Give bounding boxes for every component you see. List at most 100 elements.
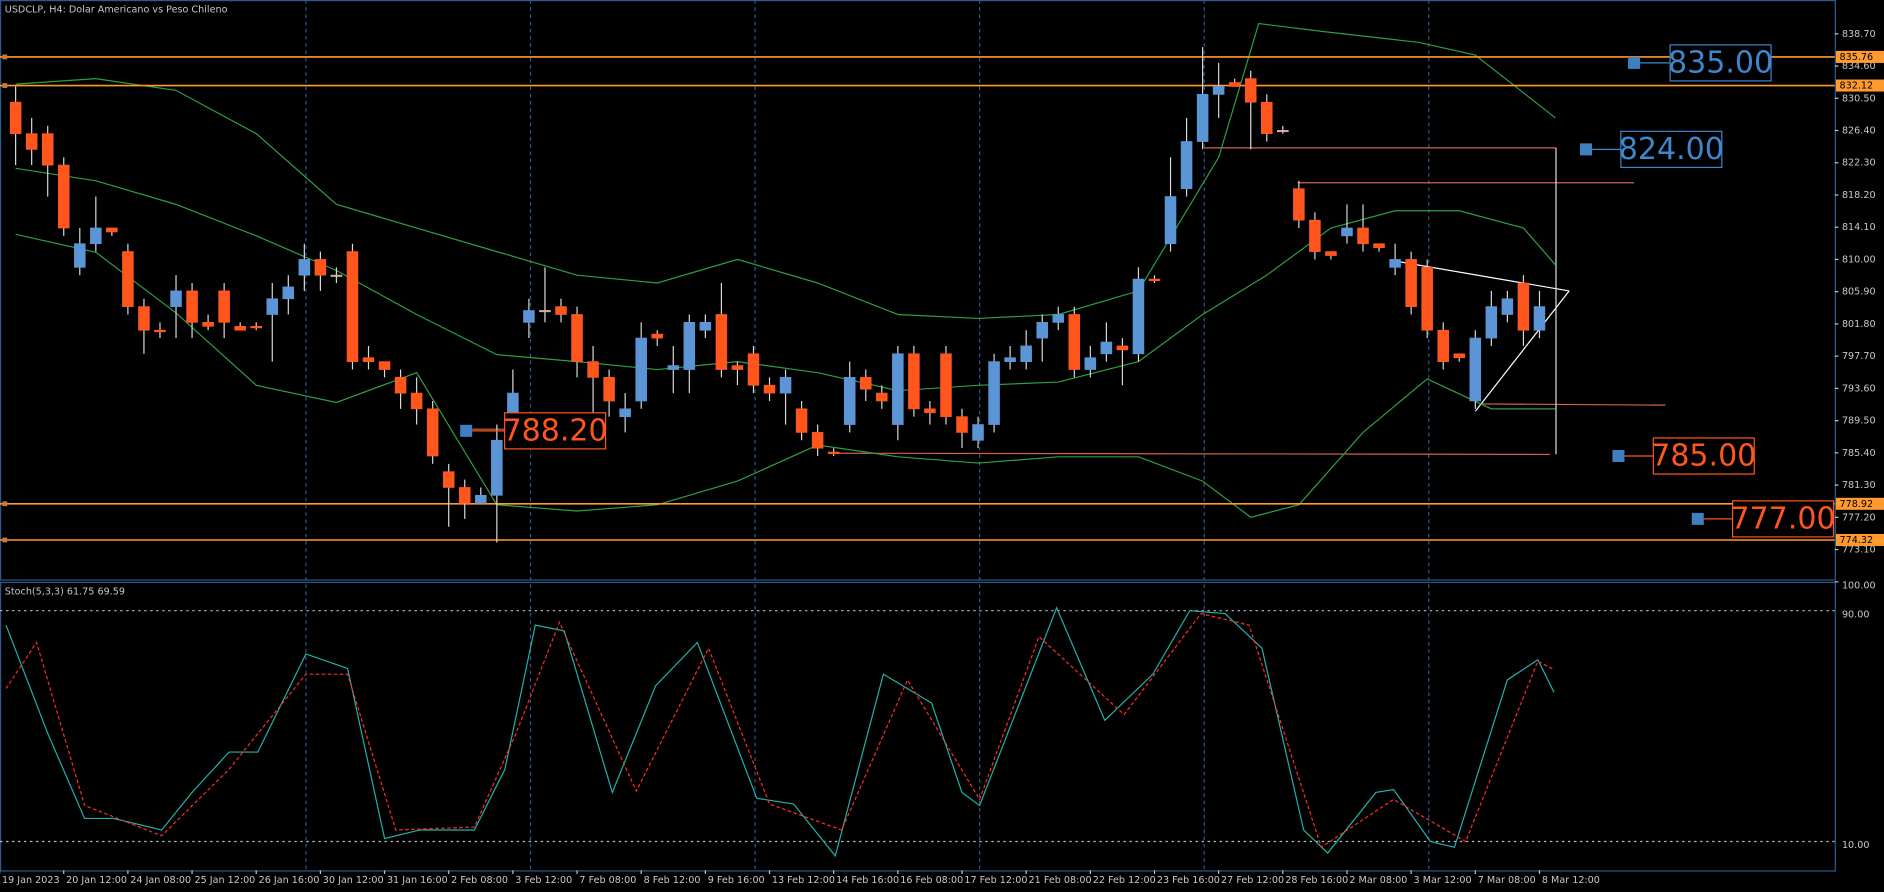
candle-body xyxy=(1228,82,1241,87)
x-tick-label: 20 Jan 12:00 xyxy=(66,875,127,886)
candle-body xyxy=(1277,130,1289,133)
candle-body xyxy=(138,306,150,331)
candle-body xyxy=(491,439,503,496)
candle-body xyxy=(1533,306,1546,331)
x-tick-label: 23 Feb 16:00 xyxy=(1157,875,1220,886)
y-tick-label: 838.70 xyxy=(1842,29,1876,40)
candle-body xyxy=(1501,298,1514,315)
candle-body xyxy=(378,361,391,370)
candle-body xyxy=(1293,188,1305,221)
stoch-tick-label: 10.00 xyxy=(1842,840,1870,851)
candle-body xyxy=(41,133,54,166)
x-tick-label: 7 Feb 08:00 xyxy=(579,875,636,886)
x-tick-label: 27 Feb 12:00 xyxy=(1221,875,1284,886)
level-label-bg xyxy=(1835,497,1884,510)
bollinger-band xyxy=(15,22,1556,320)
candle-body xyxy=(90,227,102,245)
candle-body xyxy=(1068,314,1081,370)
candle-body xyxy=(715,314,728,370)
candle-body xyxy=(892,353,904,425)
candle-body xyxy=(250,325,262,329)
level-label: 832.12 xyxy=(1840,81,1874,92)
y-tick-label: 814.10 xyxy=(1842,222,1876,233)
level-label-bg xyxy=(1835,79,1884,92)
candle-body xyxy=(1180,141,1193,190)
x-tick-label: 3 Feb 12:00 xyxy=(515,875,572,886)
candle-body xyxy=(314,259,327,276)
x-tick-label: 21 Feb 08:00 xyxy=(1029,875,1092,886)
x-tick-label: 26 Jan 16:00 xyxy=(259,875,320,886)
annotation-label: 777.00 xyxy=(1731,502,1836,537)
candle-body xyxy=(1469,337,1482,402)
candle-body xyxy=(346,251,359,363)
x-tick-label: 25 Jan 12:00 xyxy=(194,875,255,886)
candle-body xyxy=(811,432,824,449)
x-tick-label: 22 Feb 12:00 xyxy=(1093,875,1156,886)
y-tick-label: 793.60 xyxy=(1842,383,1876,394)
x-tick-label: 31 Jan 16:00 xyxy=(387,875,448,886)
candle-body xyxy=(876,392,888,402)
candle-body xyxy=(106,227,118,233)
x-tick-label: 19 Jan 2023 xyxy=(2,875,60,886)
y-tick-label: 781.30 xyxy=(1842,480,1876,491)
level-label-bg xyxy=(1835,50,1884,63)
candle-body xyxy=(1341,227,1353,237)
candle-body xyxy=(651,333,664,339)
y-tick-label: 830.50 xyxy=(1842,93,1876,104)
x-tick-label: 7 Mar 08:00 xyxy=(1478,875,1536,886)
y-tick-label: 789.50 xyxy=(1842,416,1876,427)
annotation-label: 835.00 xyxy=(1668,46,1773,81)
candle-body xyxy=(234,325,246,331)
candle-body xyxy=(956,416,968,433)
candle-body xyxy=(1196,93,1209,142)
y-tick-label: 805.90 xyxy=(1842,287,1876,298)
annotation-label: 785.00 xyxy=(1651,439,1756,474)
candle-body xyxy=(154,329,166,333)
stoch-title: Stoch(5,3,3) 61.75 69.59 xyxy=(5,586,125,597)
y-tick-label: 777.20 xyxy=(1842,512,1876,523)
candle-body xyxy=(1357,227,1369,245)
trend-line xyxy=(1393,260,1570,292)
candle-body xyxy=(1373,243,1385,249)
candle-body xyxy=(426,408,439,457)
candle-body xyxy=(74,243,86,268)
candle-body xyxy=(699,321,712,331)
level-marker xyxy=(2,54,8,60)
x-tick-label: 2 Feb 08:00 xyxy=(451,875,508,886)
y-tick-label: 822.30 xyxy=(1842,158,1876,169)
level-marker xyxy=(2,537,8,543)
candle-body xyxy=(298,259,311,276)
x-tick-label: 16 Feb 08:00 xyxy=(900,875,963,886)
annotation-label: 788.20 xyxy=(503,414,608,449)
candle-body xyxy=(1325,251,1337,256)
x-tick-label: 17 Feb 12:00 xyxy=(964,875,1027,886)
y-tick-label: 818.20 xyxy=(1842,190,1876,201)
candle-body xyxy=(9,101,22,135)
bollinger-band xyxy=(15,233,1556,518)
x-tick-label: 9 Feb 16:00 xyxy=(708,875,765,886)
candle-body xyxy=(122,251,134,307)
stoch-line xyxy=(5,612,1555,849)
candle-body xyxy=(1084,357,1097,370)
annotation-marker xyxy=(460,424,473,437)
candle-body xyxy=(619,408,631,418)
annotation-box xyxy=(504,412,607,450)
level-label: 778.92 xyxy=(1840,499,1874,510)
level-marker xyxy=(2,83,8,88)
y-tick-label: 810.00 xyxy=(1842,254,1876,265)
candle-body xyxy=(170,290,182,307)
candle-body xyxy=(940,353,952,418)
x-tick-label: 13 Feb 12:00 xyxy=(772,875,835,886)
y-tick-label: 834.60 xyxy=(1842,61,1876,72)
candle-body xyxy=(1437,329,1449,363)
candle-body xyxy=(1116,345,1129,351)
y-tick-label: 773.10 xyxy=(1842,545,1876,556)
candle-body xyxy=(266,298,279,315)
drawn-tools xyxy=(472,147,1666,456)
candle-body xyxy=(1052,314,1065,323)
candle-body xyxy=(827,451,840,455)
x-tick-label: 8 Feb 12:00 xyxy=(644,875,701,886)
